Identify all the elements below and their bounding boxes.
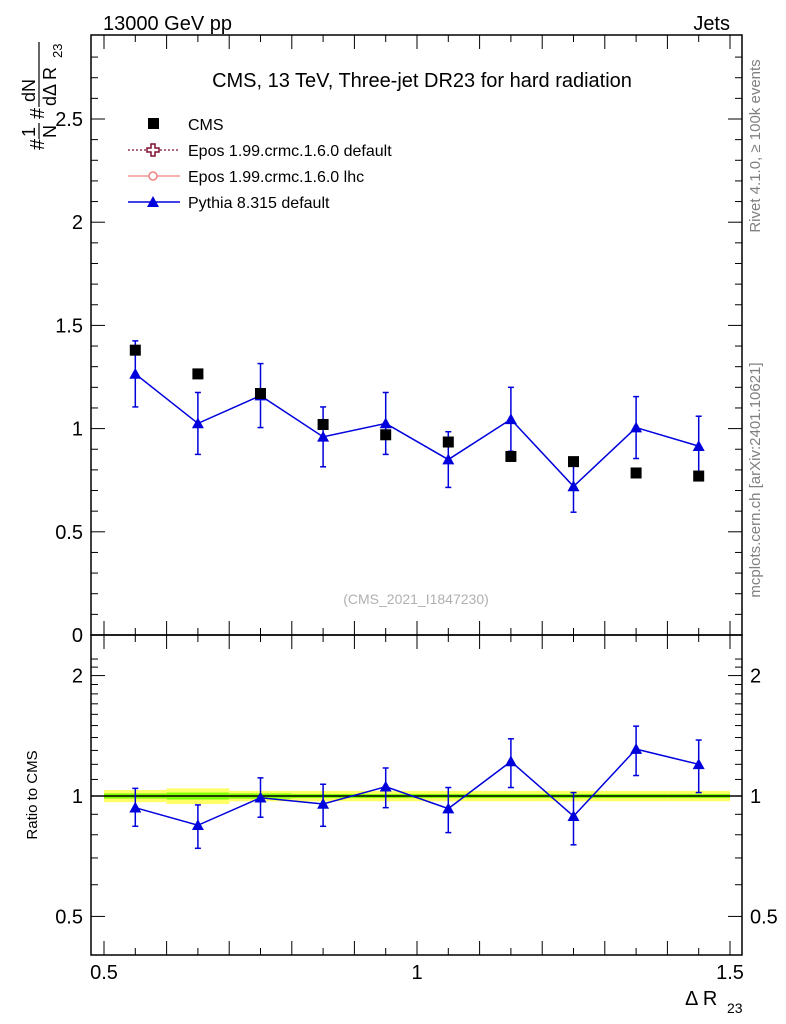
data-series [129, 340, 705, 850]
main-y-tick-label: 0 [72, 625, 83, 647]
ratio-pythia-point [129, 801, 142, 813]
cms-point [693, 470, 705, 482]
ratio-y-tick-label: 0.5 [55, 906, 83, 928]
ratio-uncertainty-band [91, 788, 742, 804]
ylabel-n: N [40, 125, 60, 138]
ratio-pythia-point [379, 780, 392, 792]
ratio-y-tick-label: 1 [72, 786, 83, 808]
ratio-y-tick-label-right: 0.5 [750, 906, 778, 928]
category-label: Jets [693, 13, 730, 35]
ratio-pythia-point [254, 791, 267, 803]
ratio-y-tick-label: 2 [72, 666, 83, 688]
legend-label-epos-lhc: Epos 1.99.crmc.1.6.0 lhc [188, 169, 364, 186]
ylabel-dn: dN [19, 79, 39, 102]
legend-label-epos-default: Epos 1.99.crmc.1.6.0 default [188, 143, 392, 160]
ratio-pythia-point [567, 810, 580, 822]
legend-label-pythia: Pythia 8.315 default [188, 195, 330, 212]
cms-point [129, 344, 141, 356]
cms-point [442, 436, 454, 448]
ratio-y-tick-label-right: 1 [750, 786, 761, 808]
legend-label-cms: CMS [188, 117, 224, 134]
ratio-pythia-point [630, 743, 643, 754]
pythia-point [379, 417, 392, 429]
cms-point [505, 450, 517, 462]
ratio-y-tick-label-right: 2 [750, 666, 761, 688]
pythia-point [317, 430, 330, 442]
main-y-tick-label: 2 [72, 212, 83, 234]
pythia-point [567, 480, 580, 492]
cms-point [380, 429, 392, 441]
rivet-version-label: Rivet 4.1.0, ≥ 100k events [747, 59, 764, 232]
pythia-point [129, 367, 142, 379]
ratio-pythia-point [692, 758, 705, 770]
pythia-point [191, 417, 204, 429]
x-tick-label: 1.5 [716, 962, 744, 984]
cms-point [568, 456, 579, 468]
analysis-watermark: (CMS_2021_I1847230) [343, 591, 489, 607]
chart-title: CMS, 13 TeV, Three-jet DR23 for hard rad… [212, 70, 632, 92]
cms-point [192, 368, 204, 380]
x-tick-label: 0.5 [90, 962, 118, 984]
main-y-tick-label: 1 [72, 419, 83, 441]
ratio-pythia-point [504, 755, 517, 767]
ylabel-hash-2: # [27, 107, 49, 119]
ratio-pythia-point [317, 797, 330, 809]
legend: CMS Epos 1.99.crmc.1.6.0 default Epos 1.… [128, 117, 392, 212]
pythia-point [504, 413, 517, 425]
legend-marker-epos-default [146, 143, 160, 157]
legend-marker-cms [148, 118, 159, 129]
axis-ticks: 0 0.5 1 1.5 2 2.5 0.5 1 1.5 0.5 0.5 1 1 2 2 [55, 35, 778, 984]
ratio-pythia-point [442, 802, 455, 814]
xlabel-subscript: 23 [727, 1000, 743, 1016]
ratio-pythia-line [135, 748, 699, 827]
ratio-pythia-point [191, 819, 204, 831]
cms-point [317, 418, 329, 430]
main-y-tick-label: 0.5 [55, 522, 83, 544]
ylabel-subscript: 23 [50, 44, 65, 58]
legend-marker-pythia [147, 196, 159, 207]
xlabel-main: Δ R [685, 988, 717, 1010]
ratio-y-axis-label: Ratio to CMS [24, 750, 41, 839]
pythia-point [692, 440, 705, 451]
main-y-tick-label: 1.5 [55, 315, 83, 337]
cms-point [255, 388, 266, 400]
ylabel-hash-1: # [27, 138, 49, 150]
pythia-line [134, 373, 699, 488]
energy-label: 13000 GeV pp [103, 13, 232, 35]
pythia-point [630, 421, 643, 433]
mcplots-label: mcplots.cern.ch [arXiv:2401.10621] [747, 362, 764, 597]
cms-point [630, 467, 642, 479]
main-y-axis-label: # 1 N # dN dΔ R 23 [19, 42, 65, 150]
legend-marker-epos-lhc [148, 171, 158, 181]
main-y-tick-label: 2.5 [55, 109, 83, 131]
ylabel-one: 1 [19, 127, 39, 137]
x-tick-label: 1 [411, 962, 422, 984]
ylabel-d-delta-r: dΔ R [40, 67, 60, 106]
x-axis-label: Δ R 23 [685, 988, 743, 1016]
pythia-point [442, 453, 455, 465]
